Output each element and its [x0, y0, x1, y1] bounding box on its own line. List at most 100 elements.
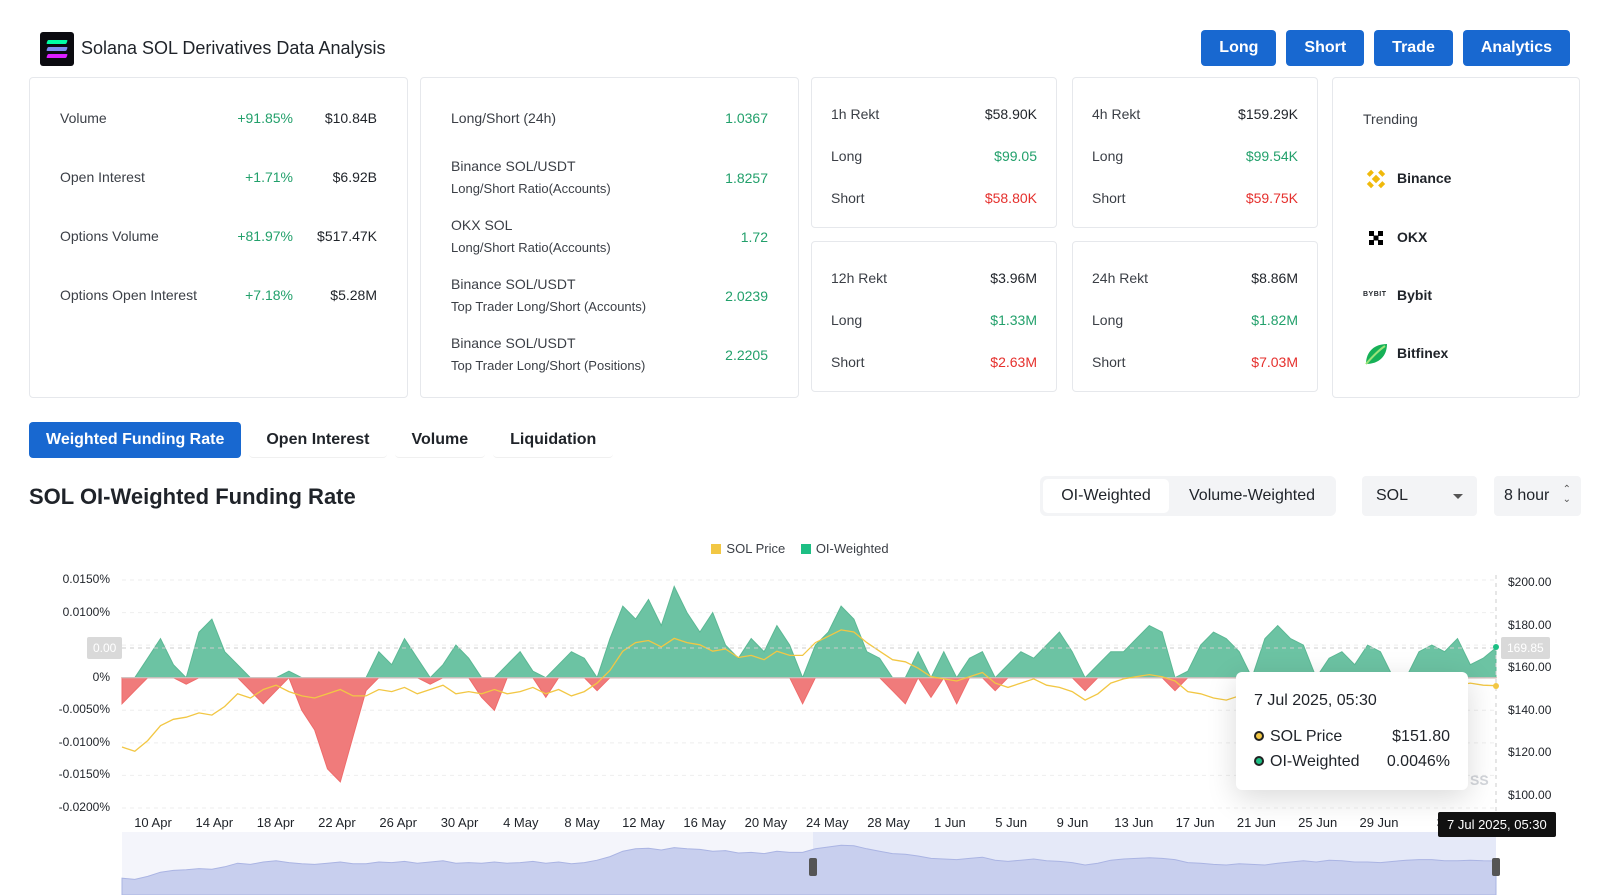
- rekt-short-value: $59.75K: [1245, 190, 1298, 206]
- x-tick-label: 25 Jun: [1298, 815, 1338, 830]
- oi-current-point: [1493, 644, 1499, 650]
- ratio-sublabel: Long/Short Ratio(Accounts): [451, 181, 611, 196]
- metric-label: Options Open Interest: [60, 287, 197, 303]
- chart-legend: SOL Price OI-Weighted: [0, 541, 1600, 556]
- y-right-tick-label: $160.00: [1508, 660, 1552, 675]
- tab-weighted-funding-rate[interactable]: Weighted Funding Rate: [29, 422, 242, 458]
- trending-label: Binance: [1397, 170, 1452, 186]
- x-tick-label: 26 Apr: [379, 815, 417, 830]
- ratio-value: 1.0367: [725, 110, 768, 126]
- metric-change: +7.18%: [245, 287, 293, 303]
- asset-select[interactable]: SOL: [1362, 476, 1477, 516]
- x-tick-label: 14 Apr: [195, 815, 234, 830]
- trending-card: Trending Binance OKX BYBIT Bybit: [1332, 77, 1580, 398]
- metric-change: +1.71%: [245, 169, 293, 185]
- interval-select[interactable]: 8 hour ⌃ ⌄: [1494, 476, 1581, 516]
- ratio-label: Binance SOL/USDT: [451, 158, 576, 174]
- x-tick-label: 28 May: [867, 815, 910, 830]
- metric-change: +81.97%: [237, 228, 293, 244]
- rekt-long-value: $1.82M: [1251, 312, 1298, 328]
- ratio-label: Binance SOL/USDT: [451, 335, 576, 351]
- rekt-card-12h: 12h Rekt $3.96M Long $1.33M Short $2.63M: [811, 241, 1057, 392]
- asset-select-value: SOL: [1376, 487, 1409, 504]
- updown-icon: ⌃ ⌄: [1562, 484, 1571, 505]
- overview-card: Volume +91.85% $10.84B Open Interest +1.…: [29, 77, 408, 398]
- ratio-value: 1.8257: [725, 170, 768, 186]
- legend-item-sol-price[interactable]: SOL Price: [711, 541, 785, 556]
- metric-label: Volume: [60, 110, 107, 126]
- y-left-tick-label: -0.0150%: [58, 767, 110, 782]
- x-tick-label: 10 Apr: [134, 815, 172, 830]
- section-title: SOL OI-Weighted Funding Rate: [29, 484, 356, 509]
- metric-label: Options Volume: [60, 228, 159, 244]
- okx-icon: [1369, 231, 1383, 245]
- ratio-label: Long/Short (24h): [451, 110, 557, 126]
- y-left-tick-label: 0%: [92, 669, 110, 684]
- ratio-sublabel: Long/Short Ratio(Accounts): [451, 240, 611, 255]
- x-tick-label: 16 May: [683, 815, 726, 830]
- metric-value: $5.28M: [330, 287, 377, 303]
- x-tick-label: 22 Apr: [318, 815, 356, 830]
- navigator-series: [121, 844, 1497, 895]
- tooltip-date: 7 Jul 2025, 05:30: [1254, 692, 1377, 709]
- navigator-background: [122, 832, 1496, 895]
- rekt-card-24h: 24h Rekt $8.86M Long $1.82M Short $7.03M: [1072, 241, 1318, 392]
- chart-tooltip: 7 Jul 2025, 05:30 SOL Price $151.80 OI-W…: [1236, 672, 1468, 790]
- ratio-value: 1.72: [740, 229, 768, 245]
- x-tick-label: 20 May: [744, 815, 788, 830]
- x-tick-label: 29 Jun: [1359, 815, 1399, 830]
- interval-select-value: 8 hour: [1504, 487, 1550, 504]
- short-button[interactable]: Short: [1286, 30, 1365, 66]
- legend-label: SOL Price: [726, 541, 786, 556]
- rekt-short-label: Short: [831, 354, 865, 370]
- caret-down-icon: [1453, 494, 1463, 499]
- legend-swatch: [711, 544, 722, 554]
- volume-weighted-option[interactable]: Volume-Weighted: [1189, 487, 1315, 504]
- ratio-value: 2.0239: [725, 288, 768, 304]
- y-right-current-label: 169.85: [1501, 637, 1550, 659]
- trending-label: OKX: [1397, 229, 1428, 245]
- rekt-long-label: Long: [1092, 312, 1124, 328]
- long-button[interactable]: Long: [1201, 30, 1277, 66]
- rekt-card-4h: 4h Rekt $159.29K Long $99.54K Short $59.75K: [1072, 77, 1318, 228]
- x-tick-label: 9 Jun: [1056, 815, 1089, 830]
- legend-item-oi-weighted[interactable]: OI-Weighted: [800, 541, 889, 556]
- tab-liquidation[interactable]: Liquidation: [493, 422, 614, 458]
- y-right-tick-label: $120.00: [1508, 745, 1552, 760]
- rekt-short-label: Short: [1092, 354, 1126, 370]
- price-current-point: [1493, 683, 1499, 689]
- analytics-button[interactable]: Analytics: [1462, 30, 1570, 66]
- x-tick-label: 17 Jun: [1175, 815, 1215, 830]
- x-tick-label: 18 Apr: [256, 815, 295, 830]
- y-left-tick-label: 0.0100%: [62, 604, 110, 619]
- oi-weighted-option[interactable]: OI-Weighted: [1043, 479, 1169, 513]
- tooltip-value: $151.80: [1392, 728, 1450, 745]
- rekt-title: 12h Rekt: [831, 270, 888, 286]
- trending-label: Bybit: [1397, 287, 1432, 303]
- metric-value: $6.92B: [332, 169, 377, 185]
- ratio-sublabel: Top Trader Long/Short (Accounts): [451, 299, 647, 314]
- rekt-short-value: $58.80K: [984, 190, 1037, 206]
- x-tick-label: 1 Jun: [933, 815, 966, 830]
- rekt-title: 4h Rekt: [1092, 106, 1141, 122]
- rekt-long-label: Long: [831, 312, 863, 328]
- y-right-tick-label: $180.00: [1508, 617, 1552, 632]
- rekt-short-value: $2.63M: [990, 354, 1037, 370]
- rekt-title: 24h Rekt: [1092, 270, 1149, 286]
- watermark: SS: [1470, 772, 1489, 788]
- metric-value: $10.84B: [324, 110, 377, 126]
- x-tick-label: 21 Jun: [1236, 815, 1276, 830]
- ratio-value: 2.2205: [725, 347, 768, 363]
- tab-open-interest[interactable]: Open Interest: [249, 422, 387, 458]
- ratio-label: OKX SOL: [451, 217, 513, 233]
- y-current-label: 0.00: [87, 637, 123, 659]
- rekt-short-label: Short: [1092, 190, 1126, 206]
- y-left-tick-label: -0.0050%: [58, 702, 110, 717]
- y-right-tick-label: $100.00: [1508, 788, 1552, 802]
- trending-title: Trending: [1363, 111, 1418, 127]
- legend-label: OI-Weighted: [815, 541, 889, 556]
- app-title: Solana SOL Derivatives Data Analysis: [81, 38, 386, 58]
- tab-volume[interactable]: Volume: [394, 422, 486, 458]
- weighting-toggle: OI-Weighted Volume-Weighted: [1040, 476, 1336, 516]
- trade-button[interactable]: Trade: [1374, 30, 1453, 66]
